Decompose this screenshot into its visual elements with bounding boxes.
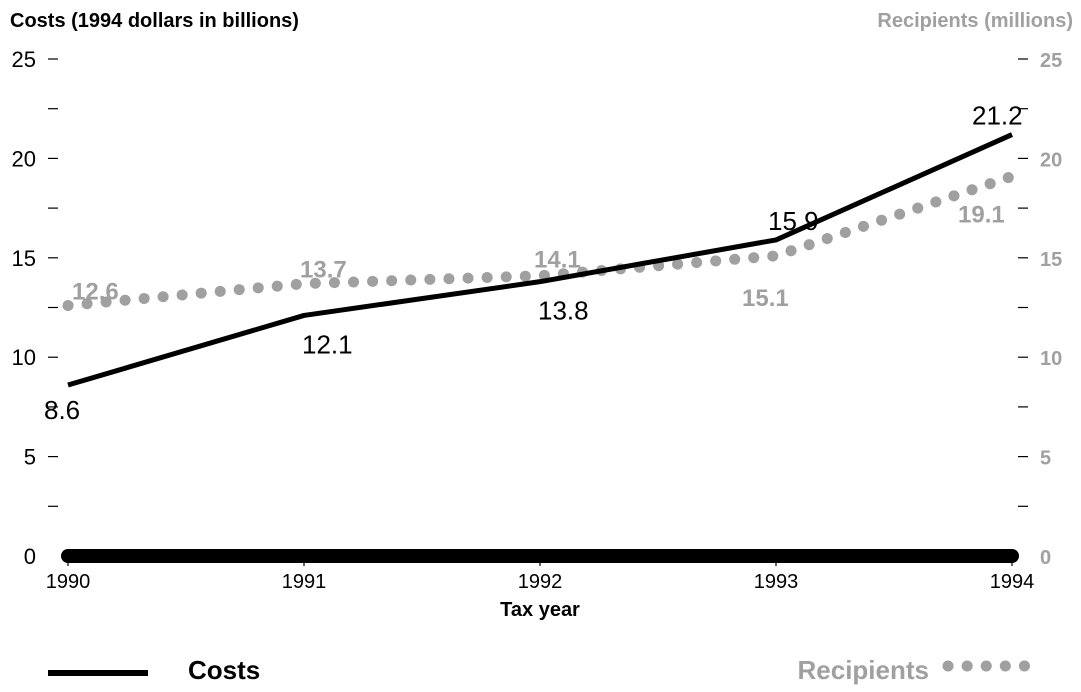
right-y-tick-label: 25 — [1040, 50, 1062, 72]
right-axis-title: Recipients (millions) — [877, 10, 1073, 32]
legend-recipients-label: Recipients — [797, 655, 930, 685]
recipients-series-line — [62, 170, 1018, 312]
left-y-tick-label: 20 — [12, 146, 36, 171]
left-y-tick-label: 25 — [12, 47, 36, 72]
costs-data-label: 13.8 — [538, 296, 589, 326]
legend-costs-label: Costs — [188, 655, 261, 685]
recipients-data-label: 12.6 — [72, 279, 119, 306]
recipients-data-label: 13.7 — [300, 257, 347, 284]
costs-data-label: 8.6 — [44, 395, 80, 425]
costs-data-label: 12.1 — [302, 329, 353, 359]
right-y-tick-label: 10 — [1040, 348, 1062, 370]
left-axis-title: Costs (1994 dollars in billions) — [10, 10, 299, 32]
left-y-tick-label: 15 — [12, 246, 36, 271]
x-tick-label: 1990 — [46, 571, 91, 593]
x-tick-label: 1991 — [282, 571, 327, 593]
left-y-tick-label: 10 — [12, 345, 36, 370]
costs-data-label: 21.2 — [972, 101, 1023, 131]
right-y-tick-label: 20 — [1040, 149, 1062, 171]
left-y-tick-label: 0 — [24, 544, 36, 569]
x-tick-label: 1992 — [518, 571, 563, 593]
right-y-tick-label: 0 — [1040, 547, 1051, 569]
costs-series-line — [67, 132, 1014, 388]
recipients-data-label: 14.1 — [534, 247, 581, 274]
left-y-tick-label: 5 — [24, 445, 36, 470]
x-tick-label: 1994 — [990, 571, 1035, 593]
x-axis-title: Tax year — [500, 599, 580, 621]
recipients-data-label: 19.1 — [958, 201, 1005, 228]
right-y-tick-label: 15 — [1040, 249, 1062, 271]
recipients-data-label: 15.1 — [742, 285, 789, 312]
right-y-tick-label: 5 — [1040, 448, 1051, 470]
costs-data-label: 15.9 — [768, 206, 819, 236]
x-tick-label: 1993 — [754, 571, 799, 593]
legend-costs-swatch — [48, 670, 148, 676]
legend-recipients-swatch — [942, 660, 1040, 672]
